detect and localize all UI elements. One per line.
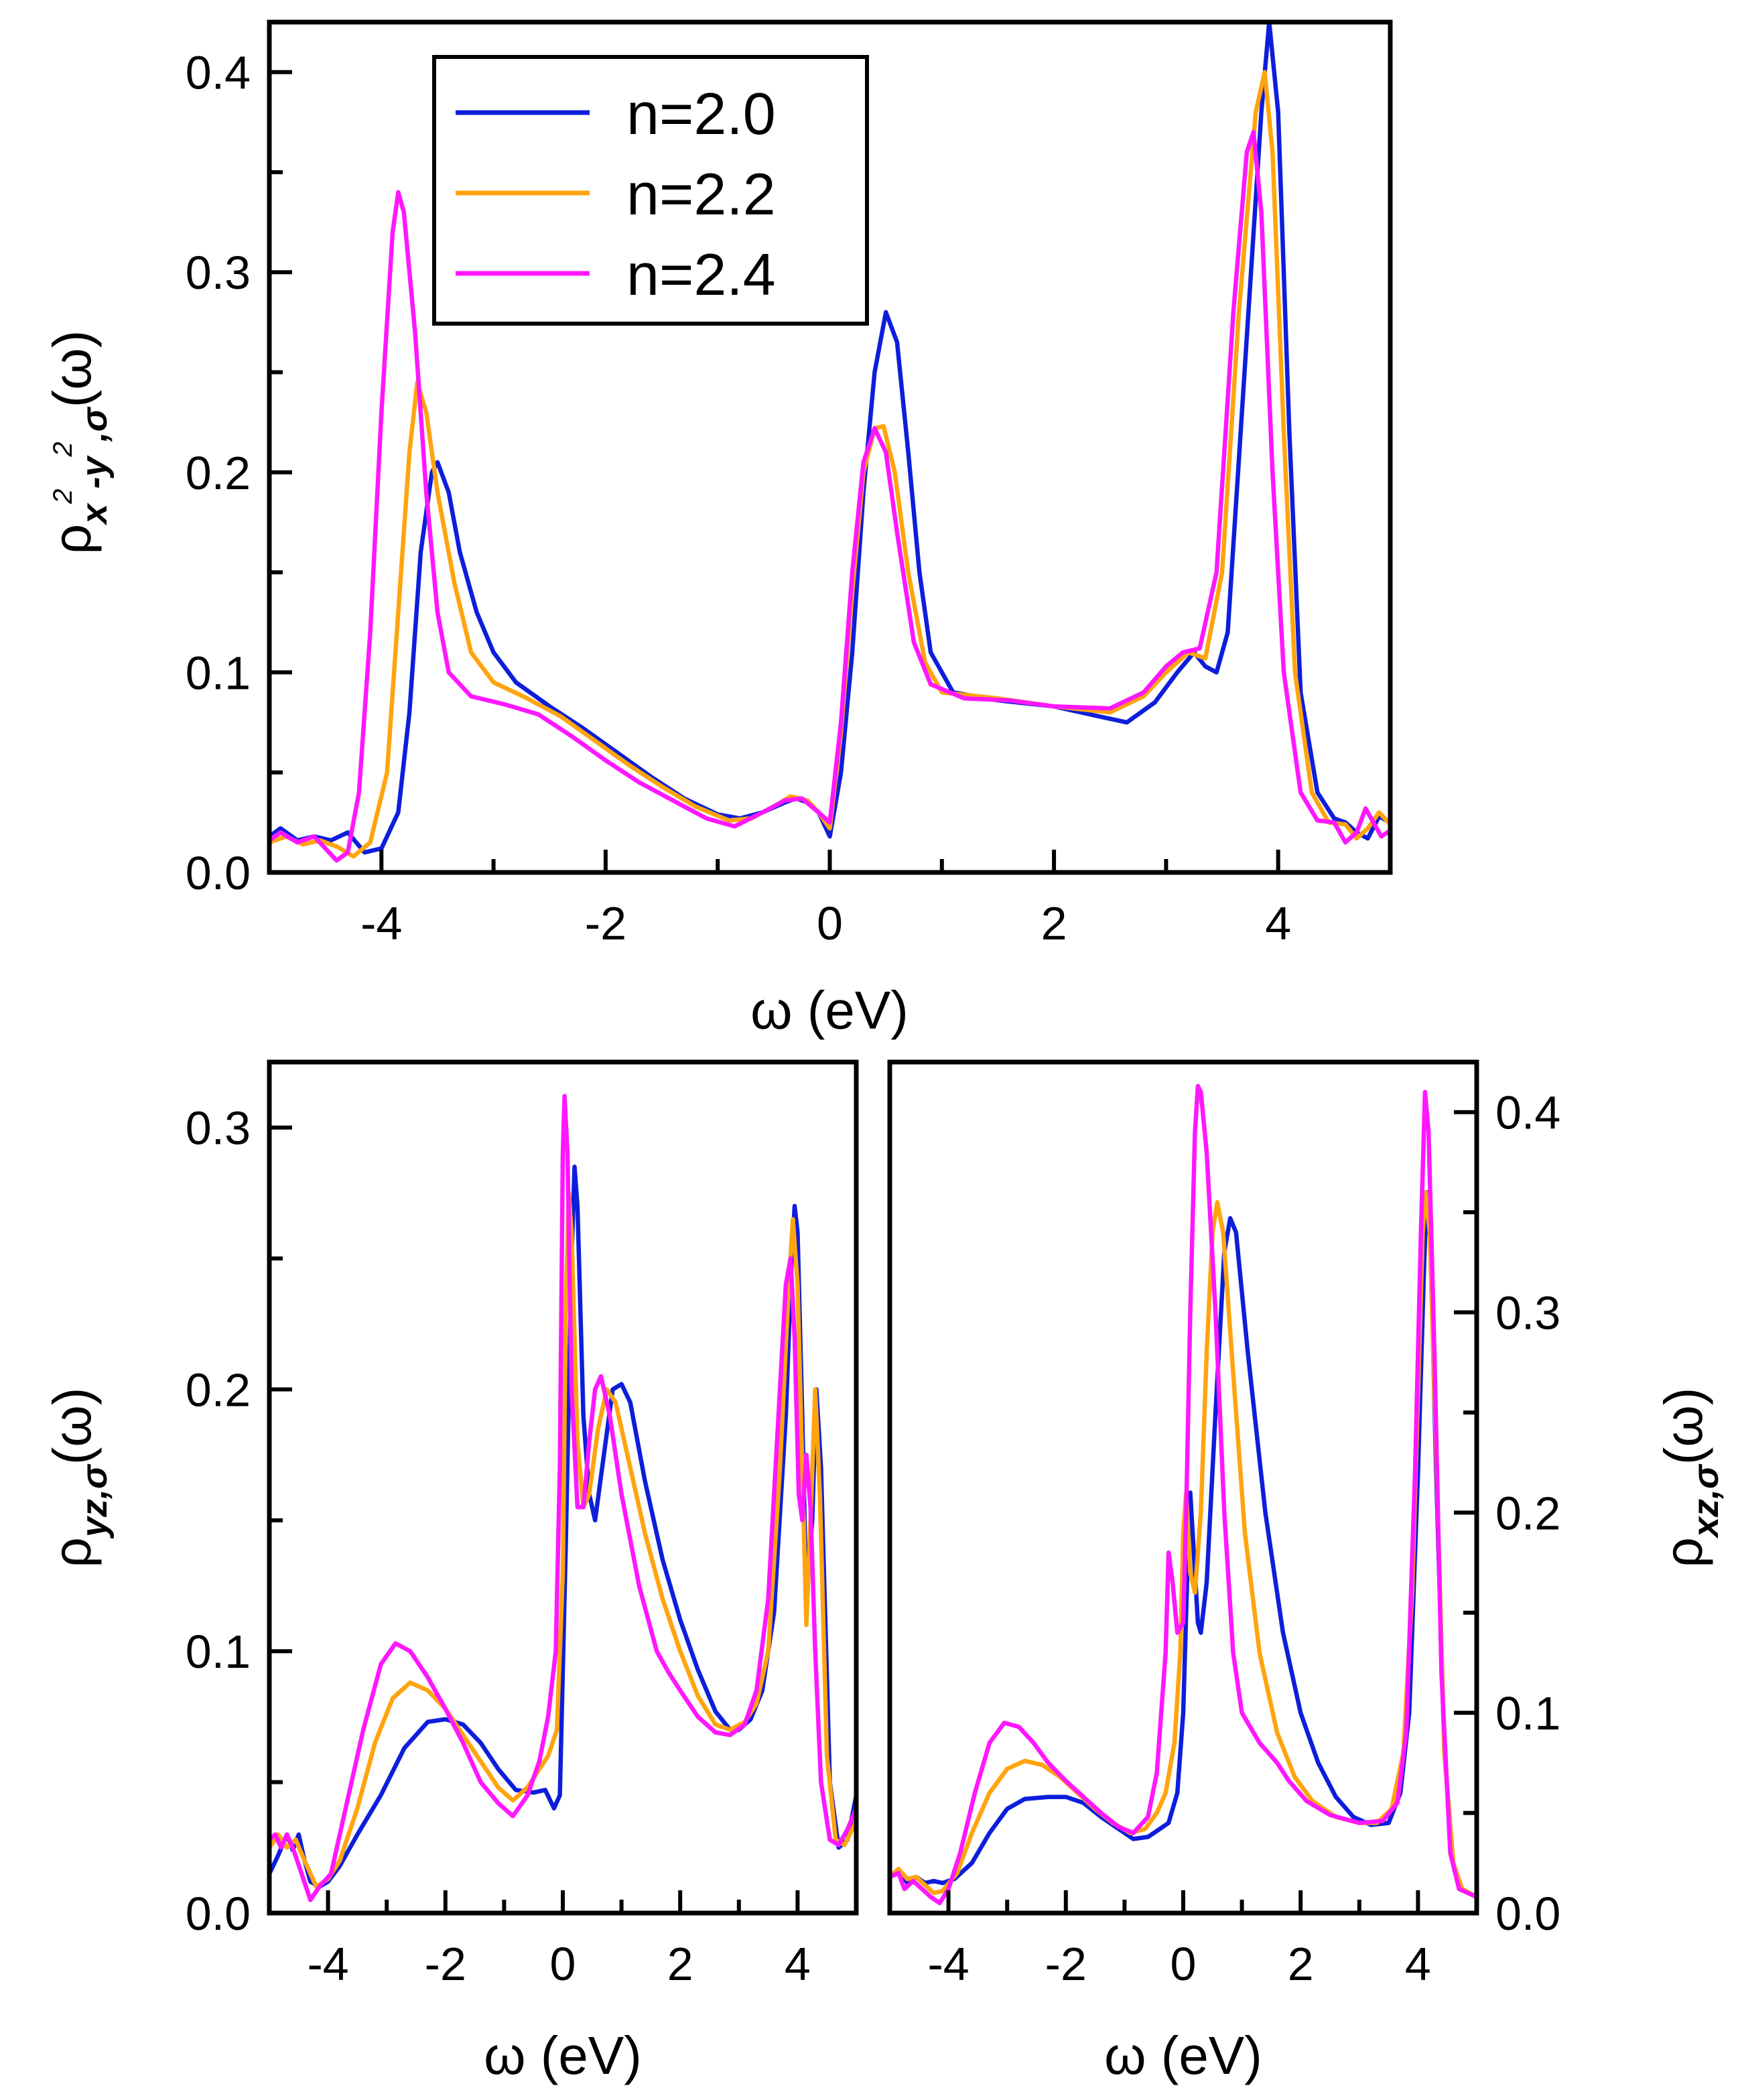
legend-box <box>432 55 869 326</box>
bottom-right-x-tick-label: 0 <box>1170 1938 1197 1990</box>
top-x-tick-label: 4 <box>1265 897 1291 949</box>
top-series-n24 <box>269 129 1390 863</box>
top-x-tick-label: -2 <box>585 897 626 949</box>
bottom-right-y-tick-label: 0.2 <box>1495 1487 1560 1539</box>
top-y-tick-label: 0.1 <box>186 647 251 699</box>
bottom-right-x-axis-label: ω (eV) <box>1104 2026 1262 2085</box>
bottom-left-tick-group: -4 -2 0 2 4 0.0 0.1 0.2 0.3 <box>186 1102 858 1990</box>
top-x-tick-label: 2 <box>1041 897 1067 949</box>
bottom-left-x-tick-label: 0 <box>550 1938 576 1990</box>
top-ylabel-sup2: 2 <box>48 442 78 457</box>
bottom-left-y-tick-label: 0.1 <box>186 1626 251 1678</box>
legend: n=2.0 n=2.2 n=2.4 <box>432 55 869 326</box>
br-ylabel-sub: xz,σ <box>1686 1463 1726 1539</box>
legend-label-n22: n=2.2 <box>626 161 776 227</box>
bottom-right-plot-frame <box>887 1059 1479 1916</box>
bl-ylabel-base: ρ <box>42 1537 102 1568</box>
bottom-left-x-tick-label: 4 <box>785 1938 811 1990</box>
bottom-right-y-tick-label: 0.4 <box>1495 1087 1560 1139</box>
bottom-right-y-tick-label: 0.0 <box>1495 1888 1560 1940</box>
bottom-left-panel: -4 -2 0 2 4 0.0 0.1 0.2 0.3 ω (eV) ρyz,σ(ω) <box>42 1059 859 2085</box>
top-panel: -4 -2 0 2 40.00.10.20.30.4 n=2.0 n=2.2 n=2.4… <box>42 19 1393 1040</box>
bottom-left-series-n24 <box>269 1094 856 1902</box>
bottom-right-series-group <box>890 1084 1477 1906</box>
bottom-left-x-tick-label: -2 <box>425 1938 466 1990</box>
top-ylabel-sub1: x <box>74 503 115 526</box>
top-ylabel-dash: - <box>74 477 115 489</box>
top-y-axis-label: ρx2-y2,σ(ω) <box>42 330 115 555</box>
top-x-tick-label: -4 <box>360 897 402 949</box>
bottom-left-x-tick-label: -4 <box>307 1938 348 1990</box>
bottom-right-x-tick-label: -2 <box>1045 1938 1087 1990</box>
top-ylabel-sup1: 2 <box>48 489 78 505</box>
bottom-left-series-group <box>269 1094 856 1902</box>
bottom-left-y-tick-label: 0.3 <box>186 1102 251 1155</box>
bottom-right-series-n24 <box>890 1084 1477 1906</box>
bl-ylabel-arg: (ω) <box>42 1387 102 1465</box>
bottom-right-x-tick-label: -4 <box>927 1938 969 1990</box>
bottom-right-y-axis-label: ρxz,σ(ω) <box>1654 1387 1726 1567</box>
bottom-left-plot-frame <box>267 1059 859 1916</box>
top-ylabel-base: ρ <box>42 524 102 555</box>
bottom-left-x-tick-label: 2 <box>667 1938 693 1990</box>
bottom-left-y-tick-label: 0.2 <box>186 1364 251 1416</box>
top-tick-group: -4 -2 0 2 4 0.0 0.1 0.2 0.3 0.4 <box>186 47 1392 949</box>
top-x-axis-label: ω (eV) <box>750 980 909 1040</box>
top-y-tick-label: 0.4 <box>186 47 251 99</box>
bottom-left-x-axis-label: ω (eV) <box>484 2026 642 2085</box>
top-series-group <box>269 22 1390 863</box>
top-y-tick-label: 0.2 <box>186 447 251 499</box>
top-ylabel-tail: ,σ <box>74 406 115 442</box>
bottom-right-x-tick-label: 4 <box>1405 1938 1431 1990</box>
bottom-right-tick-group: -4 -2 0 2 4 0.0 0.1 0.2 0.3 0.4 <box>888 1087 1560 1990</box>
bottom-right-series-n20 <box>890 1189 1477 1900</box>
top-y-tick-label: 0.3 <box>186 247 251 299</box>
legend-label-n24: n=2.4 <box>626 241 776 308</box>
bottom-right-y-tick-label: 0.1 <box>1495 1687 1560 1740</box>
br-ylabel-base: ρ <box>1654 1537 1713 1568</box>
bottom-left-y-tick-label: 0.0 <box>186 1888 251 1940</box>
bottom-right-x-tick-label: 2 <box>1288 1938 1314 1990</box>
bottom-left-y-axis-label: ρyz,σ(ω) <box>42 1387 115 1567</box>
bottom-right-panel: -4 -2 0 2 4 0.0 0.1 0.2 0.3 0.4 ω (eV) ρxz,σ(ω) <box>887 1059 1726 2085</box>
top-plot-frame <box>267 19 1393 875</box>
top-ylabel-sub2: y <box>74 455 115 479</box>
bottom-right-y-tick-label: 0.3 <box>1495 1287 1560 1339</box>
bl-ylabel-sub: yz,σ <box>74 1463 115 1539</box>
legend-label-n20: n=2.0 <box>626 80 776 147</box>
top-y-tick-label: 0.0 <box>186 847 251 899</box>
br-ylabel-arg: (ω) <box>1654 1387 1713 1465</box>
top-ylabel-arg: (ω) <box>42 330 102 408</box>
top-x-tick-label: 0 <box>817 897 843 949</box>
